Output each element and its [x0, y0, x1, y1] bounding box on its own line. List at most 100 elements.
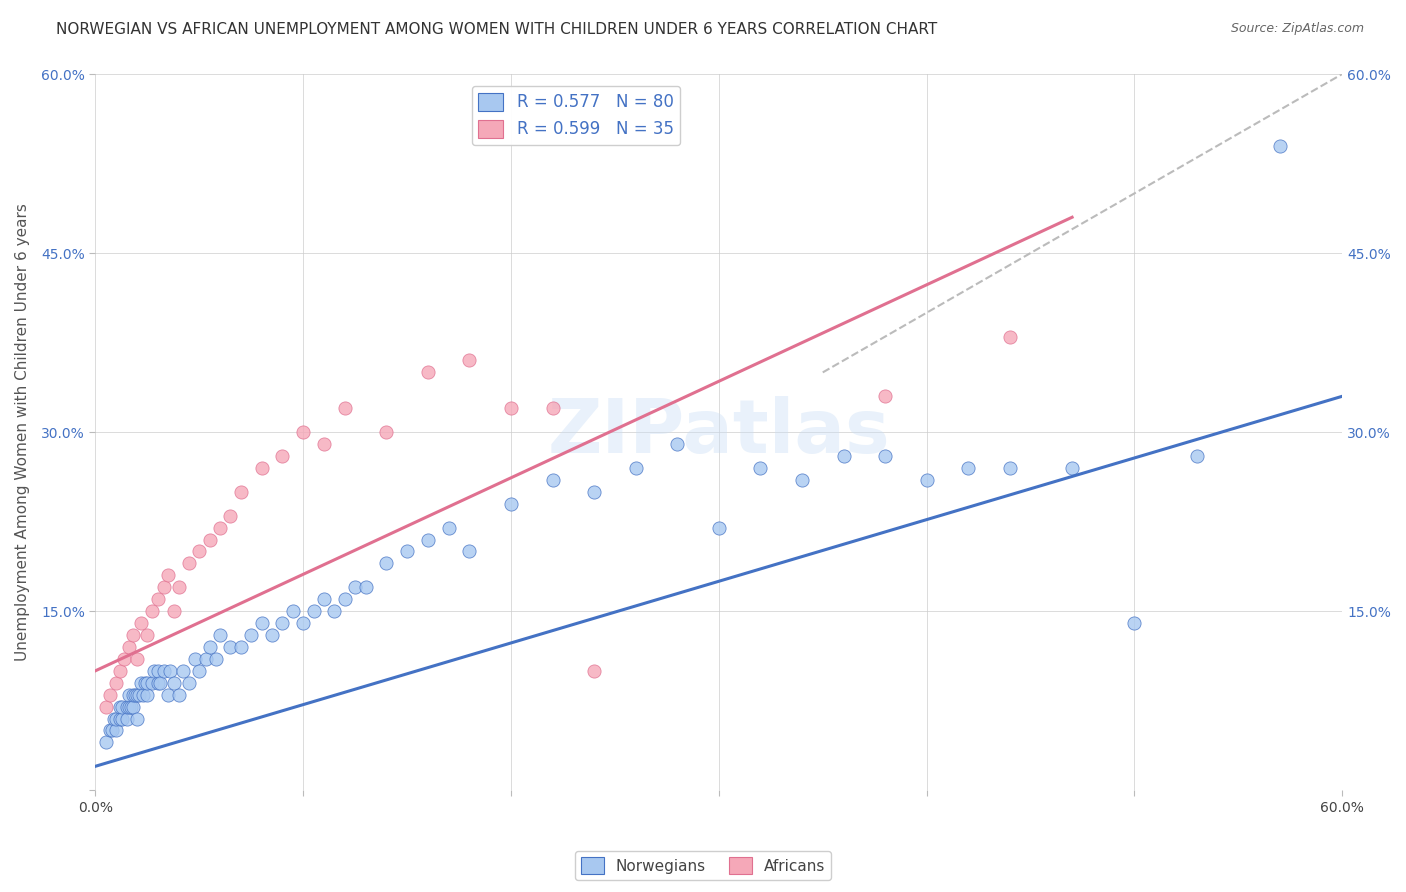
- Point: [177, 557, 200, 571]
- Point: [141, 675, 163, 690]
- Point: [98, 688, 121, 702]
- Point: [105, 723, 128, 738]
- Point: [167, 688, 190, 702]
- Point: [832, 449, 855, 463]
- Point: [790, 473, 813, 487]
- Point: [292, 425, 315, 439]
- Point: [437, 520, 460, 534]
- Point: [998, 461, 1021, 475]
- Point: [1185, 449, 1208, 463]
- Point: [110, 664, 132, 678]
- Point: [541, 473, 564, 487]
- Point: [94, 699, 117, 714]
- Point: [333, 592, 356, 607]
- Point: [142, 664, 165, 678]
- Point: [129, 615, 152, 630]
- Point: [240, 628, 263, 642]
- Point: [172, 664, 194, 678]
- Point: [118, 699, 141, 714]
- Point: [163, 675, 186, 690]
- Point: [499, 401, 522, 416]
- Point: [163, 604, 186, 618]
- Point: [1062, 461, 1084, 475]
- Text: ZIPatlas: ZIPatlas: [547, 395, 890, 468]
- Point: [128, 688, 150, 702]
- Point: [209, 628, 232, 642]
- Point: [583, 484, 606, 499]
- Point: [915, 473, 938, 487]
- Point: [219, 508, 242, 523]
- Point: [312, 592, 335, 607]
- Point: [111, 699, 134, 714]
- Point: [157, 568, 180, 582]
- Point: [159, 664, 181, 678]
- Point: [1268, 138, 1291, 153]
- Legend: R = 0.577   N = 80, R = 0.599   N = 35: R = 0.577 N = 80, R = 0.599 N = 35: [471, 86, 681, 145]
- Point: [110, 699, 132, 714]
- Point: [120, 699, 142, 714]
- Point: [115, 712, 138, 726]
- Point: [121, 688, 143, 702]
- Point: [149, 675, 172, 690]
- Point: [198, 533, 221, 547]
- Point: [146, 664, 169, 678]
- Point: [302, 604, 325, 618]
- Point: [260, 628, 283, 642]
- Point: [136, 628, 159, 642]
- Point: [118, 640, 141, 654]
- Point: [541, 401, 564, 416]
- Point: [129, 675, 152, 690]
- Point: [998, 329, 1021, 343]
- Point: [136, 675, 159, 690]
- Point: [375, 425, 398, 439]
- Point: [188, 544, 211, 558]
- Point: [98, 723, 121, 738]
- Point: [111, 712, 134, 726]
- Point: [184, 652, 207, 666]
- Point: [583, 664, 606, 678]
- Point: [157, 688, 180, 702]
- Point: [416, 533, 439, 547]
- Point: [121, 628, 143, 642]
- Point: [94, 735, 117, 749]
- Point: [499, 497, 522, 511]
- Point: [125, 688, 148, 702]
- Y-axis label: Unemployment Among Women with Children Under 6 years: Unemployment Among Women with Children U…: [15, 203, 30, 661]
- Point: [136, 688, 159, 702]
- Text: Source: ZipAtlas.com: Source: ZipAtlas.com: [1230, 22, 1364, 36]
- Point: [1123, 615, 1146, 630]
- Text: NORWEGIAN VS AFRICAN UNEMPLOYMENT AMONG WOMEN WITH CHILDREN UNDER 6 YEARS CORREL: NORWEGIAN VS AFRICAN UNEMPLOYMENT AMONG …: [56, 22, 938, 37]
- Point: [105, 675, 128, 690]
- Point: [167, 580, 190, 594]
- Point: [110, 712, 132, 726]
- Point: [115, 699, 138, 714]
- Point: [132, 688, 155, 702]
- Point: [153, 580, 176, 594]
- Point: [125, 712, 148, 726]
- Point: [250, 615, 273, 630]
- Point: [666, 437, 689, 451]
- Point: [118, 688, 141, 702]
- Point: [271, 615, 294, 630]
- Point: [375, 557, 398, 571]
- Point: [103, 712, 125, 726]
- Point: [146, 675, 169, 690]
- Point: [344, 580, 367, 594]
- Point: [396, 544, 419, 558]
- Point: [124, 688, 146, 702]
- Point: [141, 604, 163, 618]
- Point: [194, 652, 217, 666]
- Point: [354, 580, 377, 594]
- Point: [416, 365, 439, 379]
- Point: [292, 615, 315, 630]
- Point: [114, 652, 136, 666]
- Point: [875, 449, 897, 463]
- Point: [209, 520, 232, 534]
- Point: [177, 675, 200, 690]
- Point: [229, 640, 252, 654]
- Point: [707, 520, 730, 534]
- Point: [134, 675, 156, 690]
- Point: [957, 461, 980, 475]
- Point: [121, 699, 143, 714]
- Point: [198, 640, 221, 654]
